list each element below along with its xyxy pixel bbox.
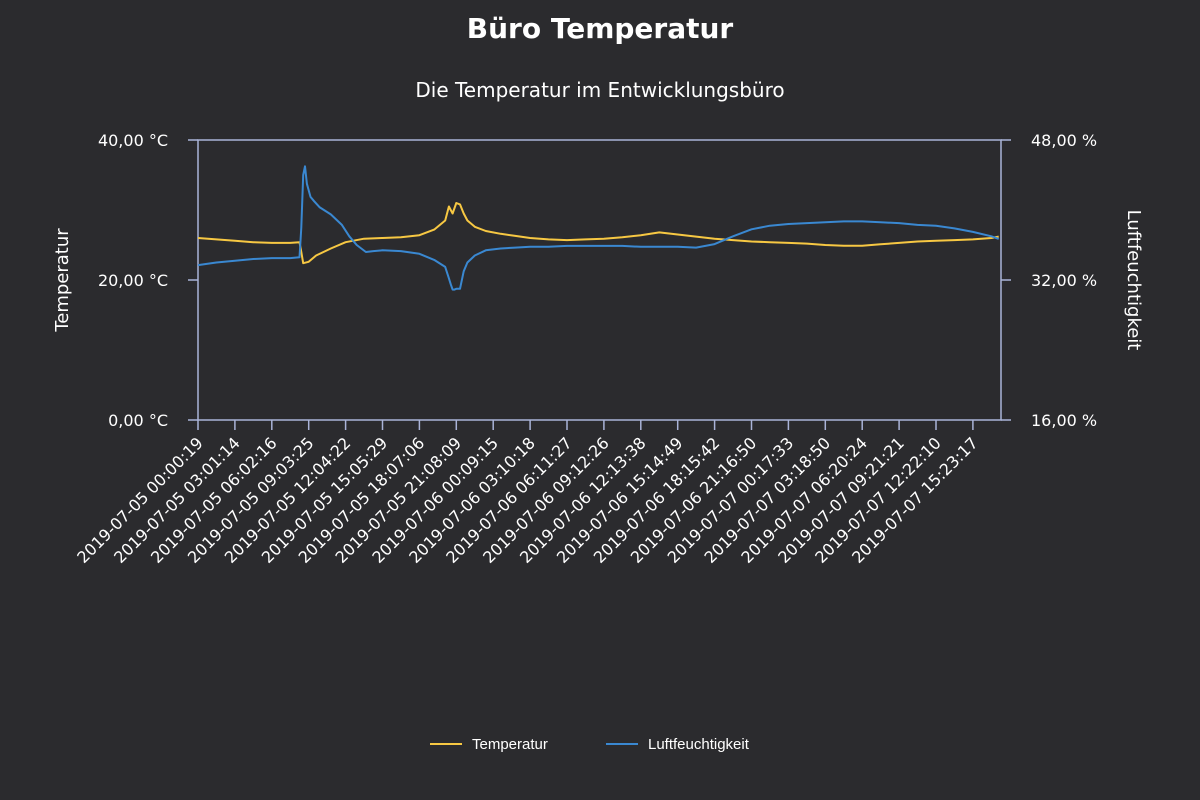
legend: Temperatur Luftfeuchtigkeit bbox=[430, 736, 750, 753]
series-line-luftfeuchtigkeit bbox=[197, 165, 1000, 291]
legend-label-luftfeuchtigkeit: Luftfeuchtigkeit bbox=[648, 736, 750, 753]
legend-label-temperatur: Temperatur bbox=[472, 736, 548, 753]
y-left-axis: 0,00 °C 20,00 °C 40,00 °C bbox=[98, 131, 198, 430]
chart-subtitle: Die Temperatur im Entwicklungsbüro bbox=[415, 78, 784, 102]
y-right-tick-label: 32,00 % bbox=[1031, 271, 1097, 290]
y-left-tick-label: 20,00 °C bbox=[98, 271, 168, 290]
y-left-tick-label: 0,00 °C bbox=[108, 411, 168, 430]
y-right-axis-label: Luftfeuchtigkeit bbox=[1123, 210, 1144, 351]
y-left-tick-label: 40,00 °C bbox=[98, 131, 168, 150]
y-left-axis-label: Temperatur bbox=[52, 228, 73, 333]
series-group bbox=[197, 165, 1000, 291]
y-right-axis: 16,00 % 32,00 % 48,00 % bbox=[1001, 131, 1097, 430]
y-right-tick-label: 48,00 % bbox=[1031, 131, 1097, 150]
chart-title: Büro Temperatur bbox=[467, 12, 734, 45]
legend-item-temperatur[interactable]: Temperatur bbox=[430, 736, 548, 753]
plot-area-frame bbox=[197, 139, 1002, 421]
legend-item-luftfeuchtigkeit[interactable]: Luftfeuchtigkeit bbox=[606, 736, 750, 753]
series-line-temperatur bbox=[197, 202, 999, 265]
y-right-tick-label: 16,00 % bbox=[1031, 411, 1097, 430]
